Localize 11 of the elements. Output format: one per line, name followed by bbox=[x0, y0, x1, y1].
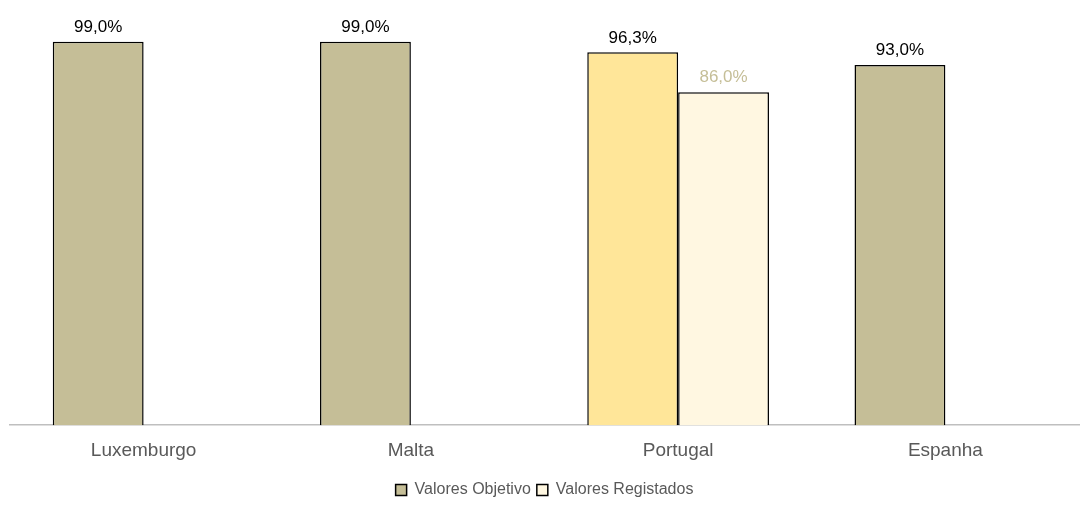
x-tick-label: Luxemburgo bbox=[90, 438, 197, 460]
legend-label: Valores Registados bbox=[555, 480, 694, 498]
legend-label: Valores Objetivo bbox=[414, 480, 531, 498]
x-tick-label: Malta bbox=[387, 438, 435, 460]
data-label: 86,0% bbox=[699, 67, 748, 87]
data-label: 96,3% bbox=[608, 27, 657, 47]
x-tick-label: Portugal bbox=[642, 438, 714, 460]
data-label: 99,0% bbox=[341, 17, 390, 37]
data-label: 93,0% bbox=[875, 40, 925, 60]
data-label: 99,0% bbox=[74, 17, 123, 37]
x-tick-label: Espanha bbox=[907, 438, 984, 460]
